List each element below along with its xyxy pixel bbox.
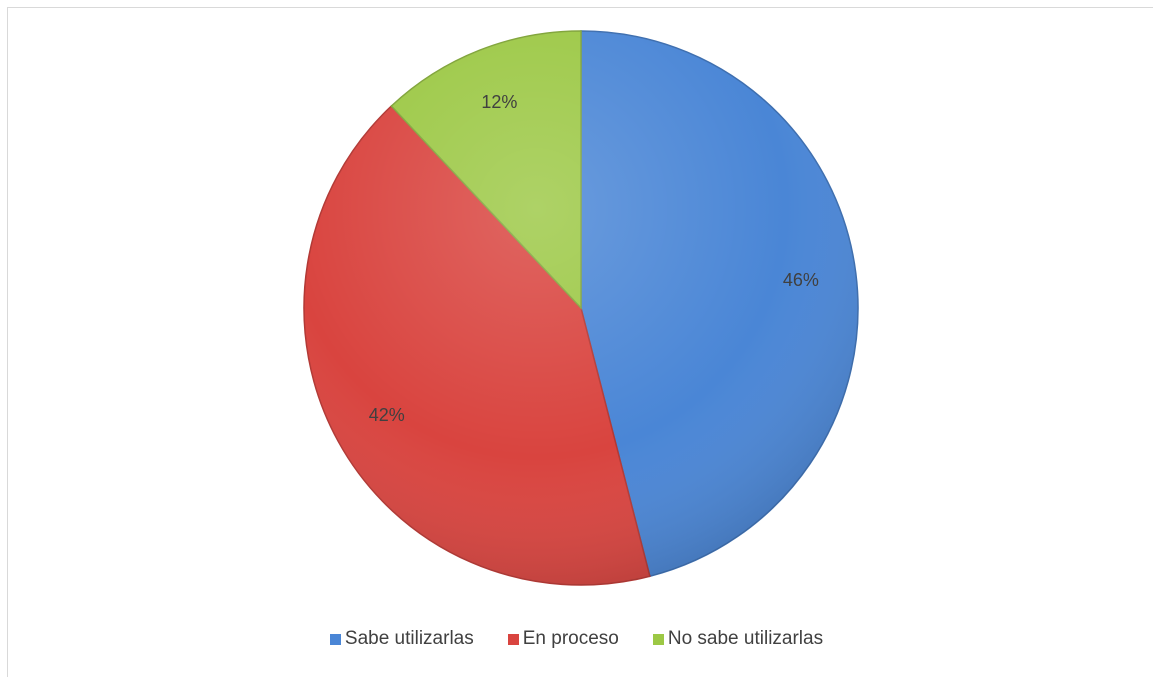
pie-data-labels: 46% 42% 12% xyxy=(369,92,819,425)
data-label-sabe-utilizarlas: 46% xyxy=(783,270,819,290)
legend-swatch-icon xyxy=(507,633,519,645)
legend-swatch-icon xyxy=(652,633,664,645)
chart-legend: Sabe utilizarlas En proceso No sabe utiliz… xyxy=(0,628,1153,650)
legend-label: Sabe utilizarlas xyxy=(344,628,474,649)
data-label-no-sabe-utilizarlas: 12% xyxy=(481,92,517,112)
pie-slices xyxy=(303,30,859,586)
legend-item-en-proceso: En proceso xyxy=(507,628,619,650)
legend-swatch-icon xyxy=(329,633,341,645)
data-label-en-proceso: 42% xyxy=(369,405,405,425)
legend-item-no-sabe-utilizarlas: No sabe utilizarlas xyxy=(652,628,824,650)
legend-label: En proceso xyxy=(522,628,619,649)
legend-item-sabe-utilizarlas: Sabe utilizarlas xyxy=(329,628,474,650)
legend-label: No sabe utilizarlas xyxy=(667,628,824,649)
